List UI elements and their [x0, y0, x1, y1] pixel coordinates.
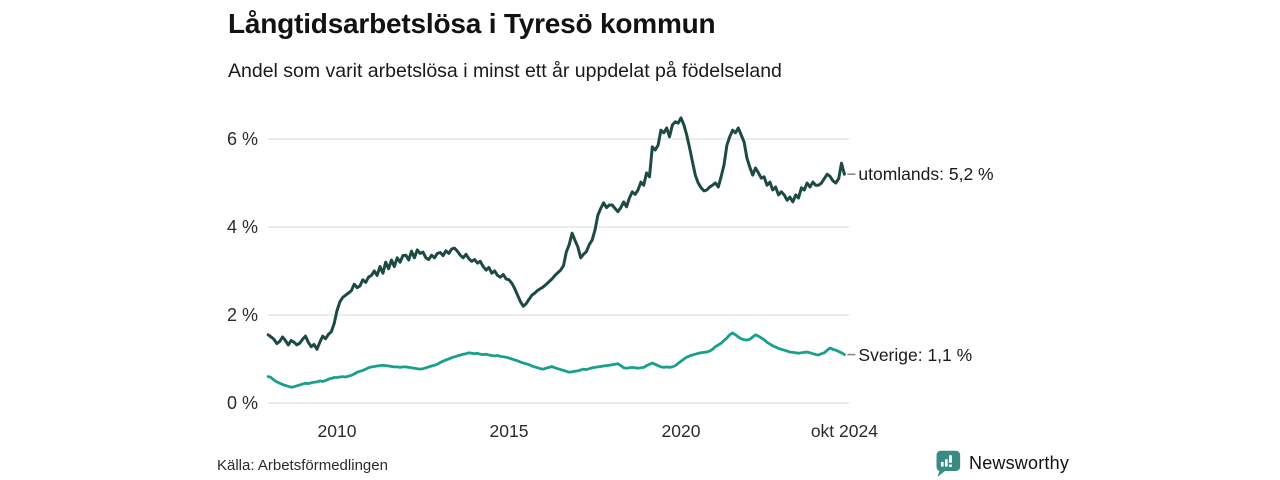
- chart-subtitle: Andel som varit arbetslösa i minst ett å…: [228, 60, 782, 82]
- newsworthy-brand: Newsworthy: [934, 449, 1069, 477]
- chart-title: Långtidsarbetslösa i Tyresö kommun: [228, 8, 716, 39]
- newsworthy-wordmark: Newsworthy: [969, 452, 1070, 473]
- source-note: Källa: Arbetsförmedlingen: [217, 457, 388, 474]
- newsworthy-logo-icon: [936, 450, 961, 477]
